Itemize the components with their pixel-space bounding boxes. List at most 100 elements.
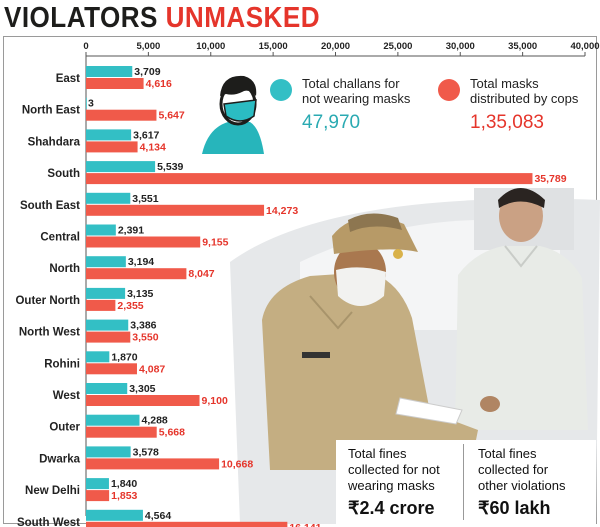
bar-masks <box>86 363 137 375</box>
legend-challans-line2: not wearing masks <box>302 91 411 106</box>
x-tick-label: 20,000 <box>321 41 350 52</box>
bar-challans <box>86 161 156 173</box>
legend-challans-line1: Total challans for <box>302 76 400 91</box>
category-label: North <box>49 263 80 275</box>
bar-challans <box>86 414 140 426</box>
value-label-masks: 9,155 <box>202 237 228 249</box>
legend-item-challans: Total challans for not wearing masks 47,9… <box>270 76 440 146</box>
fine-2-value: ₹60 lakh <box>478 498 551 518</box>
fine-2-line1: Total fines <box>478 446 537 461</box>
bar-masks <box>86 109 157 121</box>
bar-masks <box>86 78 144 89</box>
value-label-masks: 5,668 <box>159 427 185 439</box>
bar-challans <box>86 478 109 490</box>
legend: Total challans for not wearing masks 47,9… <box>190 70 590 158</box>
x-tick-label: 25,000 <box>383 41 412 52</box>
x-axis: 0 5,000 10,000 15,000 20,000 25,000 30,000 35,0… <box>83 41 600 516</box>
category-label: West <box>53 390 80 402</box>
category-label: North East <box>22 105 80 117</box>
fine-2-line3: other violations <box>478 478 566 493</box>
value-label-challans: 3,578 <box>133 446 159 458</box>
legend-masks-line1: Total masks <box>470 76 539 91</box>
bar-masks <box>86 426 157 438</box>
value-label-challans: 1,870 <box>111 351 137 363</box>
x-tick-label: 10,000 <box>196 41 225 52</box>
value-label-challans: 5,539 <box>157 161 183 173</box>
value-label-masks: 4,134 <box>140 141 166 153</box>
value-label-masks: 5,647 <box>158 110 184 122</box>
value-label-masks: 1,853 <box>111 490 137 502</box>
bar-challans <box>86 66 133 77</box>
category-label: Outer North <box>15 295 80 307</box>
x-tick-label: 30,000 <box>446 41 475 52</box>
legend-masks-total: 1,35,083 <box>470 112 544 133</box>
title-part-1: VIOLATORS <box>4 2 158 34</box>
value-label-masks: 35,789 <box>534 173 566 185</box>
masked-person-icon <box>202 75 264 154</box>
value-label-challans: 3,386 <box>130 320 156 332</box>
bar-masks <box>86 236 201 248</box>
fine-1-line2: collected for not <box>348 462 440 477</box>
value-label-masks: 10,668 <box>221 458 253 470</box>
bar-challans <box>86 351 110 363</box>
bar-challans <box>86 129 132 141</box>
bar-challans <box>86 446 131 458</box>
fine-1-value: ₹2.4 crore <box>348 498 435 518</box>
category-label: South East <box>20 200 80 212</box>
value-label-challans: 1,840 <box>111 478 137 490</box>
category-label: Outer <box>49 422 80 434</box>
category-label: Shahdara <box>28 136 81 148</box>
value-label-challans: 3,194 <box>128 256 154 268</box>
fine-other-violations: Total fines collected for other violations… <box>466 440 594 524</box>
title-part-2: UNMASKED <box>165 2 321 34</box>
fine-1-line1: Total fines <box>348 446 407 461</box>
x-tick-label: 35,000 <box>508 41 537 52</box>
category-label: Dwarka <box>39 453 81 465</box>
bar-masks <box>86 331 131 343</box>
x-tick-label: 40,000 <box>570 41 599 52</box>
fines-divider <box>463 444 464 520</box>
value-label-challans: 3,135 <box>127 288 153 300</box>
bar-challans <box>86 97 87 109</box>
x-tick-label: 5,000 <box>136 41 160 52</box>
fines-panel: Total fines collected for not wearing mask… <box>336 440 596 524</box>
value-label-masks: 8,047 <box>188 268 214 280</box>
category-label: South <box>47 168 80 180</box>
fine-not-wearing-masks: Total fines collected for not wearing mask… <box>336 440 460 524</box>
value-label-challans: 3,617 <box>133 129 159 141</box>
bar-masks <box>86 458 220 470</box>
bar-masks <box>86 395 200 406</box>
value-label-challans: 4,564 <box>145 510 171 522</box>
category-label: South West <box>17 517 80 527</box>
value-label-masks: 2,355 <box>117 300 143 312</box>
bars <box>86 66 533 527</box>
bar-masks <box>86 141 138 153</box>
bar-masks <box>86 521 288 527</box>
civilian-figure <box>455 188 588 430</box>
category-labels: East North East Shahdara South South East Cen… <box>15 73 80 527</box>
value-label-masks: 4,087 <box>139 363 165 375</box>
category-label: Central <box>40 232 80 244</box>
value-label-challans: 2,391 <box>118 225 144 237</box>
value-label-masks: 14,273 <box>266 205 298 217</box>
legend-swatch-challans <box>270 79 292 101</box>
value-label-challans: 3 <box>88 98 94 110</box>
x-tick-label: 0 <box>83 41 88 52</box>
value-label-challans: 3,709 <box>134 66 160 78</box>
bar-challans <box>86 319 129 331</box>
legend-masks-line2: distributed by cops <box>470 91 579 106</box>
bar-challans <box>86 287 126 299</box>
legend-swatch-masks <box>438 79 460 101</box>
bar-challans <box>86 224 116 236</box>
x-tick-label: 15,000 <box>259 41 288 52</box>
category-label: Rohini <box>44 358 80 370</box>
value-label-masks: 3,550 <box>132 332 158 344</box>
bar-challans <box>86 256 126 268</box>
legend-challans-total: 47,970 <box>302 112 361 133</box>
fine-2-line2: collected for <box>478 462 549 477</box>
bar-masks <box>86 204 265 216</box>
bar-challans <box>86 383 128 394</box>
bar-challans <box>86 192 131 204</box>
value-label-masks: 9,100 <box>202 395 228 407</box>
